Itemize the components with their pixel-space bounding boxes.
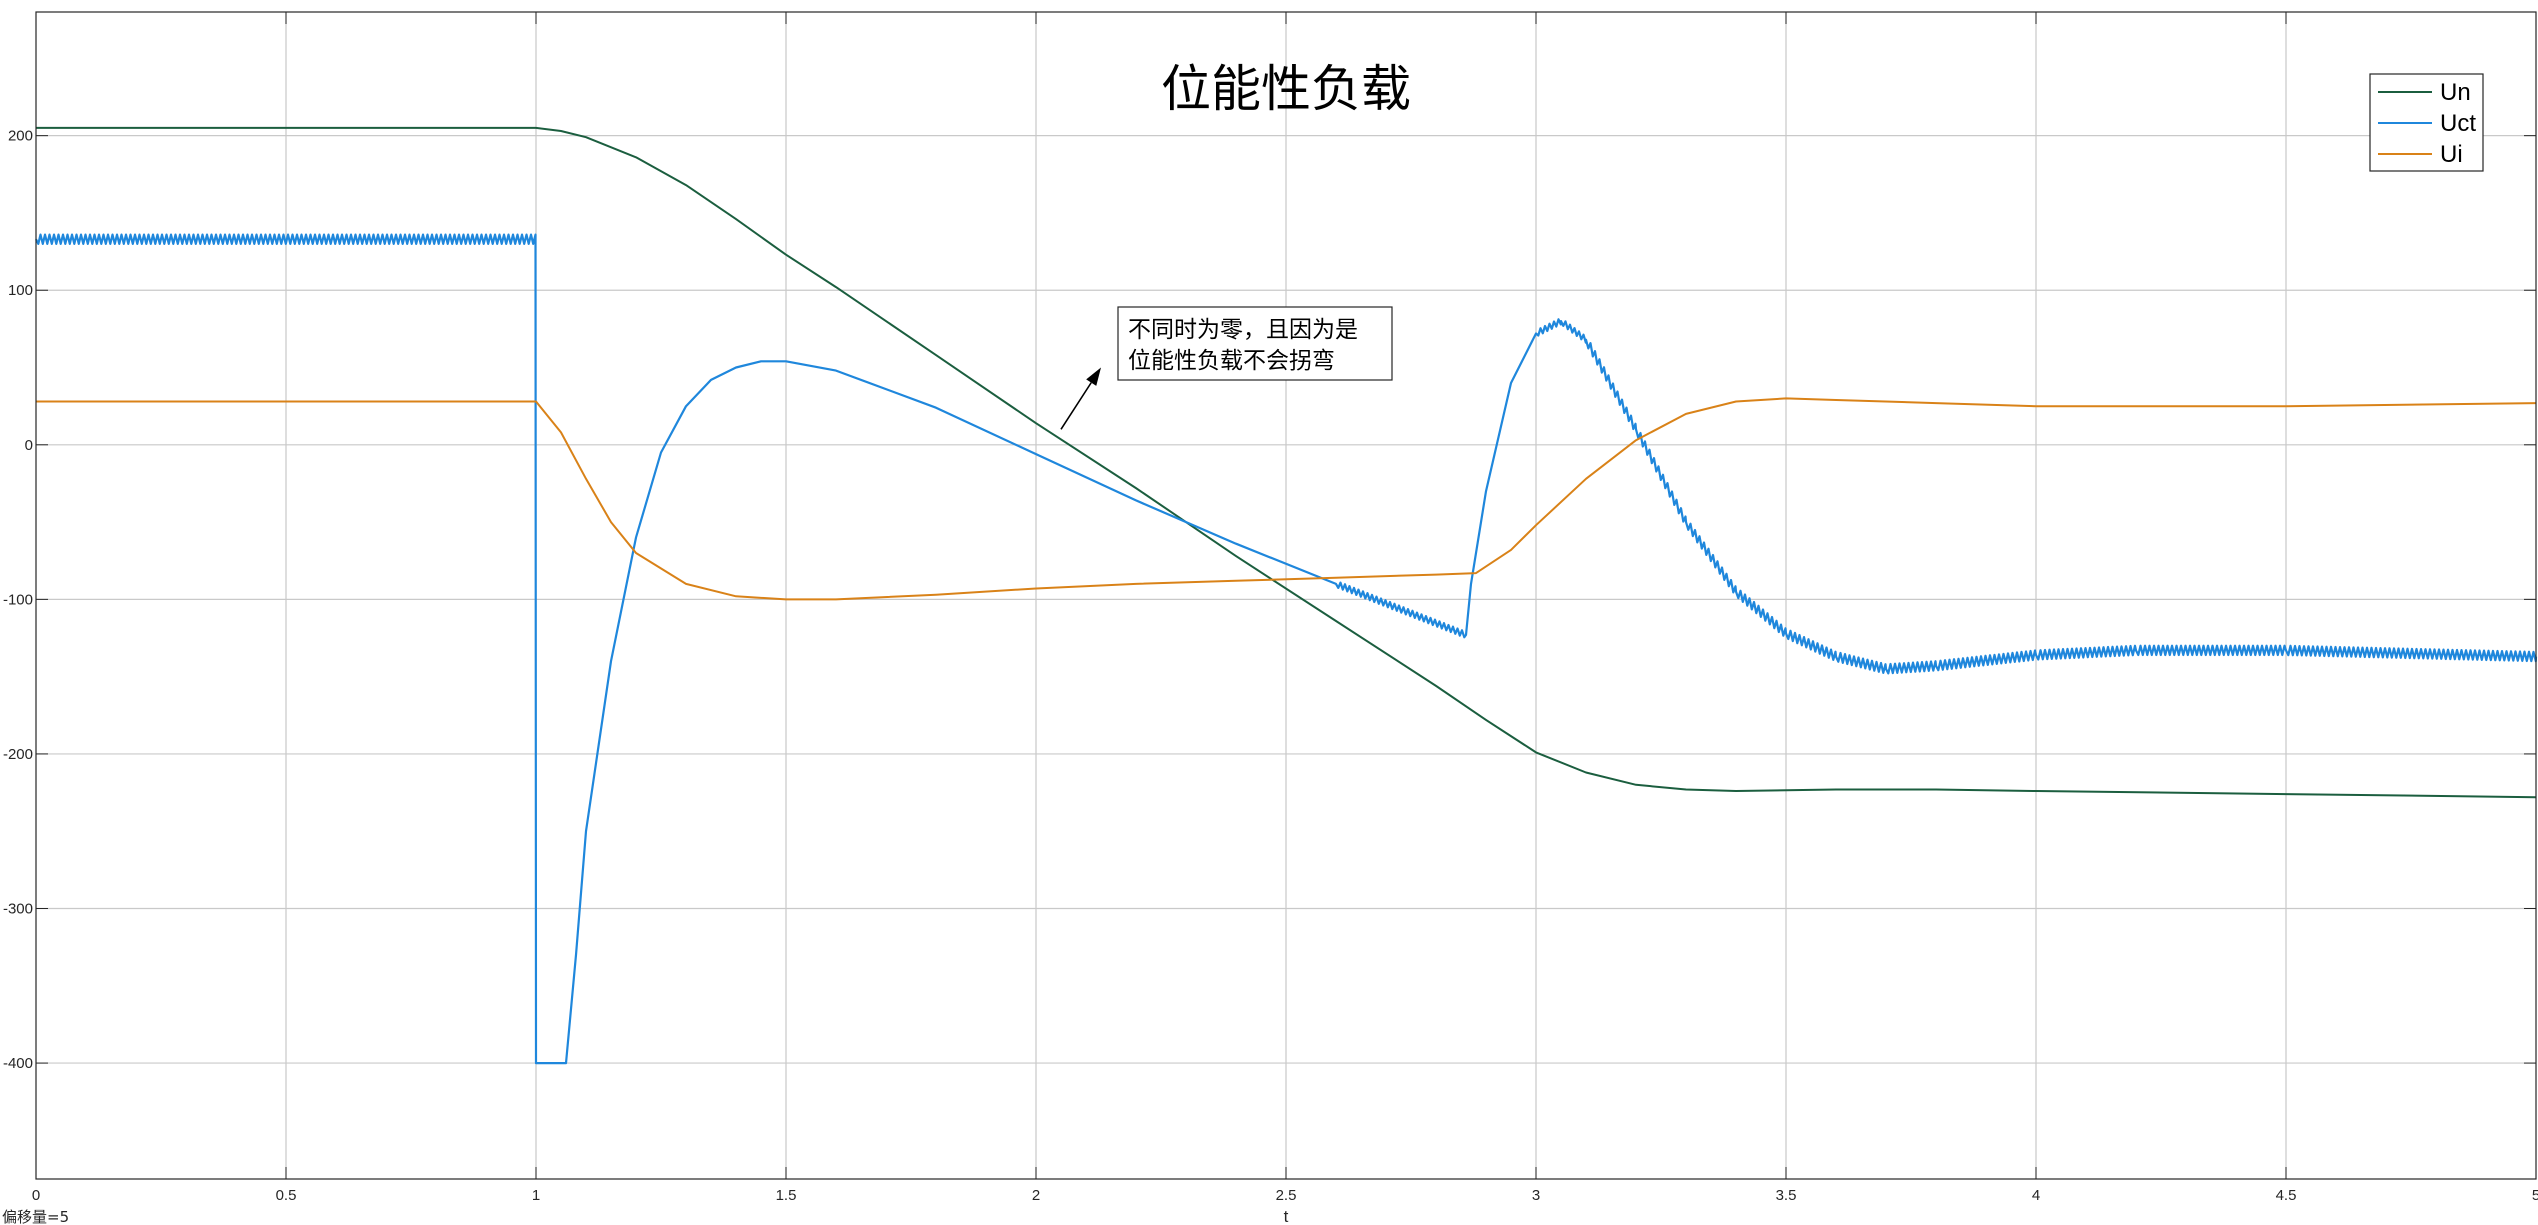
y-tick-label: -400 — [3, 1055, 33, 1072]
y-tick-label: -300 — [3, 901, 33, 918]
x-tick-label: 2 — [1032, 1187, 1040, 1204]
legend-label-un: Un — [2440, 79, 2471, 106]
y-tick-label: -100 — [3, 591, 33, 608]
x-tick-label: 1 — [532, 1187, 540, 1204]
legend-label-ui: Ui — [2440, 141, 2463, 168]
y-tick-label: -200 — [3, 746, 33, 763]
x-tick-label: 1.5 — [776, 1187, 797, 1204]
y-tick-label: 100 — [8, 282, 33, 299]
legend: Un Uct Ui — [2369, 73, 2484, 172]
annotation-line-1: 不同时为零，且因为是 — [1128, 317, 1358, 343]
x-tick-label: 5 — [2532, 1187, 2538, 1204]
y-tick-label: 0 — [25, 437, 33, 454]
y-tick-label: 200 — [8, 128, 33, 145]
series-line-ui — [36, 397, 2537, 601]
x-tick-label: 0.5 — [276, 1187, 297, 1204]
x-tick-label: 4 — [2032, 1187, 2040, 1204]
series-group — [35, 126, 2538, 1065]
ticks-group: 0 0.5 1 1.5 2 2.5 3 3.5 4 4.5 5 200 100 0 -100 -200 -300… — [3, 12, 2538, 1204]
annotation-box — [1117, 306, 1393, 381]
series-line-uct — [35, 233, 2538, 1065]
footer-offset-text: 偏移量=5 — [2, 1208, 69, 1225]
x-tick-label: 2.5 — [1276, 1187, 1297, 1204]
x-tick-label: 3.5 — [1776, 1187, 1797, 1204]
annotation-line-2: 位能性负载不会拐弯 — [1128, 348, 1335, 374]
annotation-arrowhead — [1086, 367, 1101, 386]
series-line-un — [36, 126, 2537, 799]
x-axis-label: t — [1284, 1207, 1289, 1225]
x-tick-label: 4.5 — [2276, 1187, 2297, 1204]
x-tick-label: 3 — [1532, 1187, 1540, 1204]
x-tick-label: 0 — [32, 1187, 40, 1204]
legend-label-uct: Uct — [2440, 110, 2476, 137]
annotation-arrow — [1060, 382, 1092, 430]
grid — [36, 12, 2536, 1179]
annotation: 不同时为零，且因为是 位能性负载不会拐弯 — [1060, 306, 1393, 430]
chart-title: 位能性负载 — [1161, 60, 1411, 118]
